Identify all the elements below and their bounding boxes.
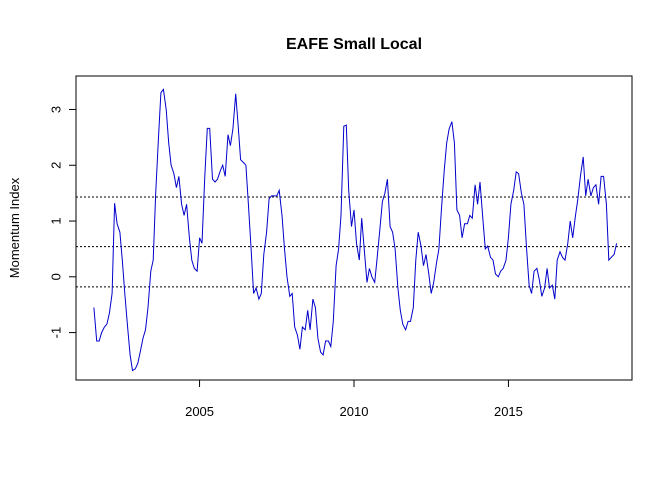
y-tick-label: 0 (49, 273, 64, 280)
reference-lines (76, 196, 632, 288)
y-tick-label: 3 (49, 106, 64, 113)
x-tick-label: 2010 (340, 404, 369, 419)
series-line (93, 88, 618, 372)
y-tick-label: 1 (49, 217, 64, 224)
y-axis: -1 0 1 2 3 (49, 106, 77, 339)
chart-title: EAFE Small Local (286, 36, 422, 53)
y-tick-label: -1 (49, 327, 64, 339)
y-axis-label: Momentum Index (7, 177, 22, 278)
x-axis: 2005 2010 2015 (185, 379, 523, 419)
x-tick-label: 2005 (185, 404, 214, 419)
x-tick-label: 2015 (494, 404, 523, 419)
y-tick-label: 2 (49, 162, 64, 169)
